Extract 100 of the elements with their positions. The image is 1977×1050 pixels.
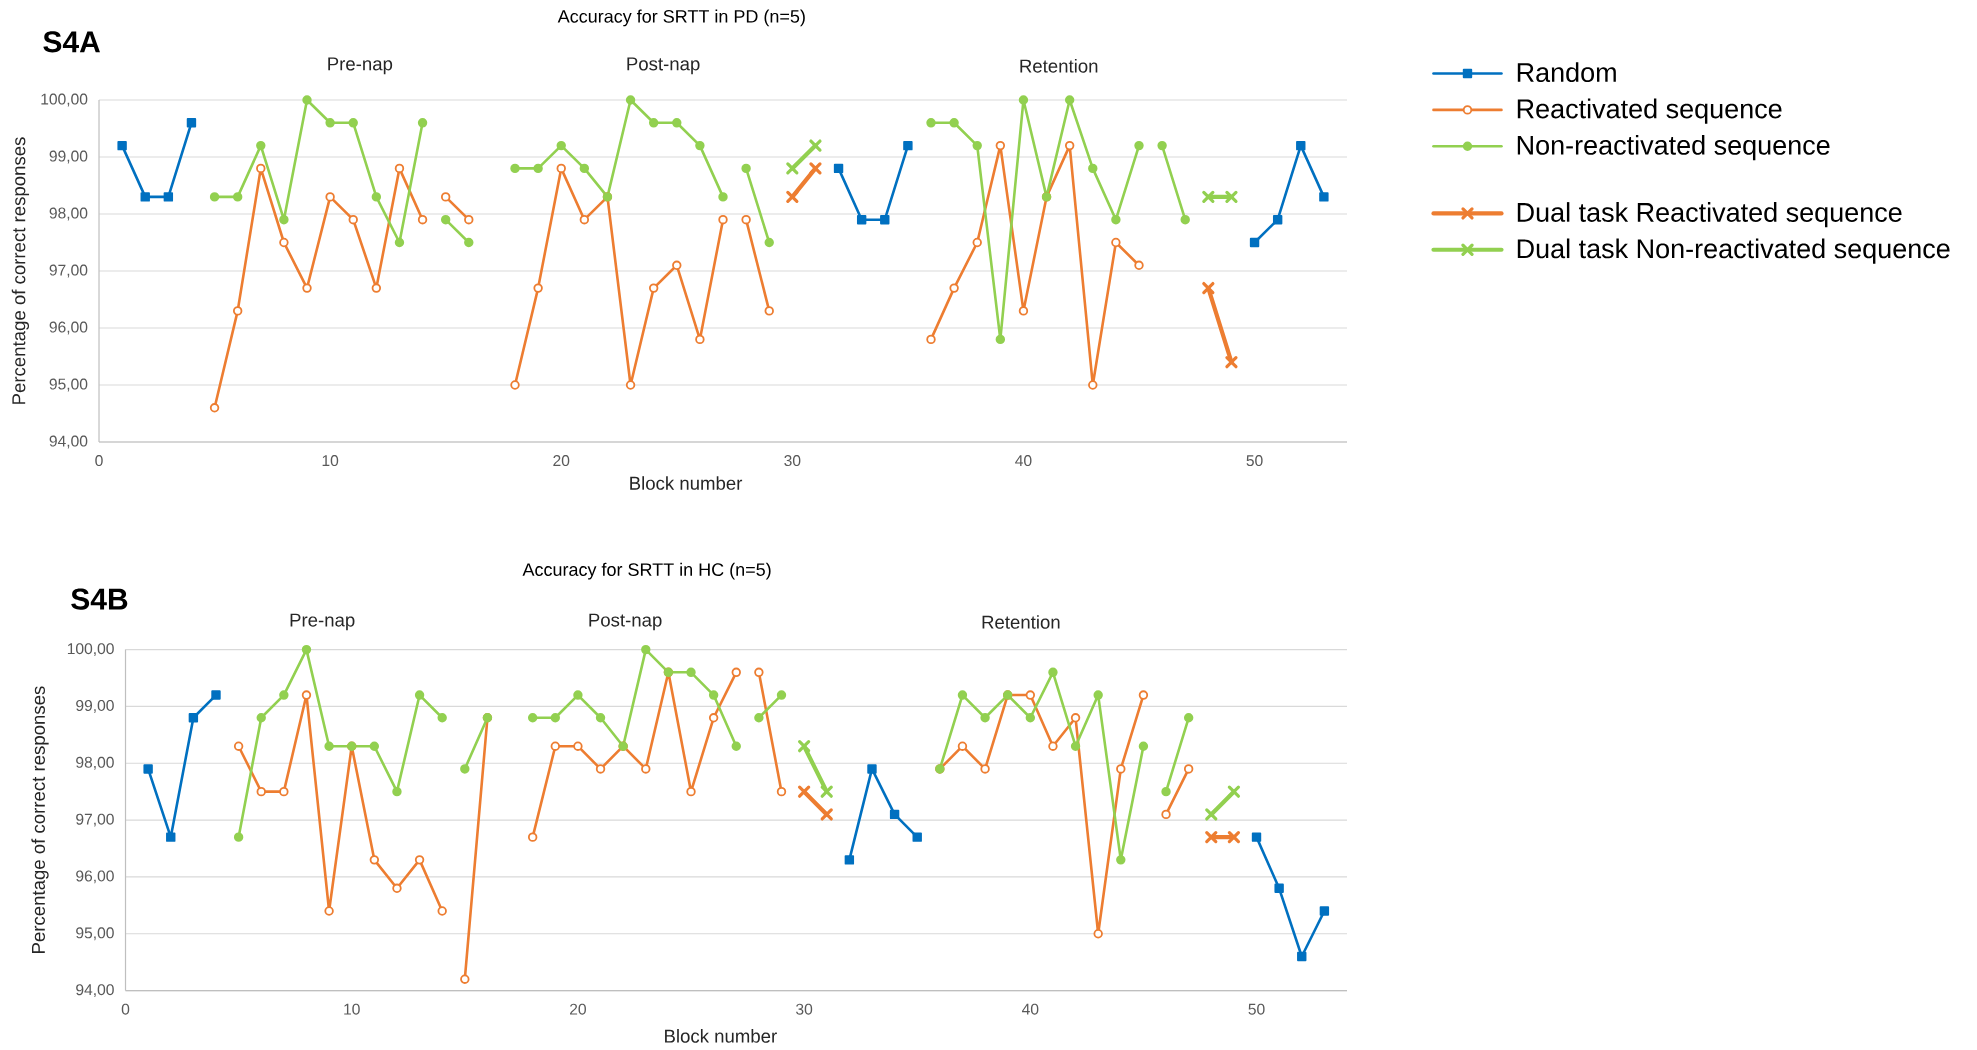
y-tick-label: 95,00 — [49, 378, 88, 392]
y-tick-label: 98,00 — [76, 756, 114, 770]
point — [1274, 883, 1284, 893]
point — [1183, 764, 1194, 774]
text: Pre-nap — [328, 57, 393, 75]
point — [1225, 190, 1238, 204]
point — [1183, 713, 1194, 723]
point — [256, 140, 266, 151]
point — [1111, 215, 1121, 225]
x-tick-label: 30 — [784, 455, 801, 467]
y-tick-label: 100,00 — [67, 643, 114, 657]
y-tick-label: 97,00 — [76, 813, 114, 827]
point — [741, 163, 751, 174]
point — [1249, 237, 1260, 248]
x-axis-title: Block number — [665, 1029, 777, 1043]
y-tick-label: 96,00 — [49, 321, 88, 335]
point — [302, 283, 312, 293]
point — [1202, 281, 1215, 295]
point — [820, 808, 833, 821]
point — [324, 906, 334, 916]
point — [695, 334, 705, 345]
point — [579, 163, 590, 174]
point — [995, 140, 1006, 151]
x-tick-label: 20 — [570, 1003, 586, 1015]
point — [533, 283, 543, 293]
point — [1025, 713, 1036, 723]
point — [786, 190, 799, 204]
point — [464, 237, 474, 248]
point — [786, 162, 799, 175]
point — [324, 741, 334, 751]
point — [648, 118, 659, 128]
point — [856, 215, 867, 225]
point — [718, 215, 728, 225]
point — [394, 237, 405, 248]
point — [1272, 215, 1283, 225]
y-tick-label: 100,00 — [41, 93, 88, 107]
text: Retention — [982, 615, 1060, 629]
point — [1093, 690, 1103, 700]
point — [188, 713, 199, 723]
point — [648, 283, 659, 293]
text: Pre-nap — [290, 613, 355, 631]
point — [809, 139, 822, 152]
point — [776, 786, 787, 797]
point — [279, 215, 289, 225]
point — [211, 690, 221, 700]
point — [232, 192, 243, 202]
point — [166, 832, 176, 842]
point — [797, 785, 811, 798]
point — [595, 764, 606, 774]
x-tick-label: 40 — [1015, 455, 1032, 467]
point — [1225, 356, 1238, 369]
point — [867, 764, 877, 774]
point — [1111, 237, 1121, 248]
point — [686, 786, 696, 797]
y-tick-label: 96,00 — [76, 870, 114, 884]
point — [369, 741, 380, 751]
point — [573, 690, 583, 700]
point — [1018, 306, 1029, 316]
point — [392, 883, 402, 893]
point — [256, 713, 266, 723]
point — [957, 690, 968, 700]
x-tick-label: 30 — [796, 1003, 813, 1015]
point — [972, 237, 982, 248]
point — [641, 644, 651, 655]
point — [672, 260, 682, 270]
point — [440, 192, 451, 202]
y-tick-label: 95,00 — [76, 927, 114, 941]
y-axis-title: Percentage of correct responses — [31, 686, 49, 953]
point — [556, 140, 566, 151]
point — [256, 163, 266, 174]
point — [1180, 215, 1190, 225]
point — [764, 237, 774, 248]
legend-label: Reactivated sequence — [1517, 98, 1782, 124]
point — [1319, 192, 1329, 202]
point — [1088, 380, 1098, 390]
point — [1048, 741, 1058, 751]
point — [579, 215, 590, 225]
point — [995, 334, 1006, 345]
point — [440, 215, 451, 225]
y-tick-label: 97,00 — [49, 264, 88, 278]
chart-title: Accuracy for SRTT in PD (n=5) — [557, 9, 805, 27]
point — [556, 163, 566, 174]
y-axis-title: Percentage of correct responses — [11, 137, 30, 404]
text: Retention — [1020, 58, 1098, 73]
point — [731, 667, 741, 678]
x-tick-label: 40 — [1021, 1003, 1039, 1015]
point — [527, 832, 538, 842]
point — [348, 215, 358, 225]
point — [394, 163, 405, 174]
point — [279, 786, 289, 797]
point — [209, 403, 220, 413]
point — [1018, 95, 1029, 105]
x-axis-title: Block number — [630, 476, 743, 490]
point — [302, 95, 312, 105]
point — [641, 764, 651, 774]
point — [1134, 260, 1144, 270]
point — [797, 740, 811, 753]
point — [1070, 713, 1081, 723]
point — [392, 786, 402, 797]
point — [695, 140, 705, 151]
